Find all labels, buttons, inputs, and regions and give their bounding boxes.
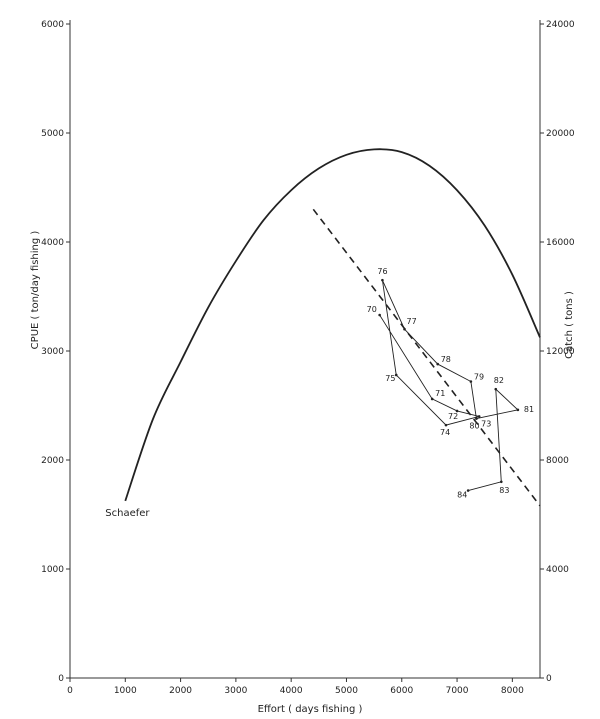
y-tick-label: 5000 <box>41 129 64 139</box>
y-tick-label: 3000 <box>41 347 64 357</box>
x-tick-label: 0 <box>67 686 73 696</box>
schaefer-label: Schaefer <box>105 508 150 519</box>
data-point <box>430 397 434 401</box>
x-tick-label: 2000 <box>169 686 192 696</box>
point-label: 70 <box>367 305 377 314</box>
regression-dashed-line <box>312 208 541 507</box>
plot-area: Schaefer 70 71 72 73 74 75 76 77 78 79 80 81 82 83 84 <box>105 148 541 519</box>
y2-tick-label: 0 <box>546 674 552 684</box>
point-label: 78 <box>441 355 451 364</box>
data-point <box>378 313 381 317</box>
data-point <box>455 409 459 413</box>
y-tick-label: 6000 <box>41 20 64 30</box>
point-label: 76 <box>377 267 387 276</box>
y2-tick-label: 20000 <box>546 129 575 139</box>
point-label: 77 <box>407 317 417 326</box>
point-label: 74 <box>440 428 450 437</box>
x-axis-label: Effort ( days fishing ) <box>258 704 363 715</box>
y2-axis-label: Catch ( tons ) <box>564 291 575 359</box>
point-label: 84 <box>457 491 467 500</box>
ticks: 0 1000 2000 3000 4000 5000 6000 7000 8000 0 1000 20… <box>41 20 575 696</box>
data-point <box>381 278 384 282</box>
point-label: 81 <box>524 405 534 414</box>
data-point <box>403 327 406 331</box>
x-tick-label: 3000 <box>224 686 247 696</box>
point-label: 75 <box>385 374 395 383</box>
x-tick-label: 1000 <box>114 686 137 696</box>
y2-tick-label: 12000 <box>546 347 575 357</box>
schaefer-curve <box>124 148 541 502</box>
data-point <box>469 380 473 383</box>
point-label: 80 <box>469 422 479 431</box>
data-point <box>475 417 478 420</box>
x-tick-label: 8000 <box>501 686 524 696</box>
point-label: 71 <box>435 389 445 398</box>
y2-tick-label: 16000 <box>546 238 575 248</box>
y2-tick-label: 8000 <box>546 456 569 466</box>
data-point <box>499 480 503 484</box>
data-point <box>444 423 448 427</box>
data-point <box>436 362 440 366</box>
point-label: 82 <box>494 376 504 385</box>
point-label: 79 <box>474 373 484 382</box>
x-tick-label: 4000 <box>280 686 303 696</box>
y-tick-label: 0 <box>58 674 64 684</box>
data-point <box>477 415 481 418</box>
y-tick-label: 1000 <box>41 565 64 575</box>
point-label: 72 <box>448 412 458 421</box>
y2-tick-label: 4000 <box>546 565 569 575</box>
x-tick-label: 7000 <box>446 686 469 696</box>
data-point <box>466 489 470 492</box>
point-label: 73 <box>481 419 491 428</box>
y-tick-label: 2000 <box>41 456 64 466</box>
x-tick-label: 6000 <box>390 686 413 696</box>
x-tick-label: 5000 <box>335 686 358 696</box>
y-tick-label: 4000 <box>41 238 64 248</box>
point-label: 83 <box>499 486 509 495</box>
data-point <box>516 408 520 412</box>
axes <box>69 20 541 679</box>
y-axis-label: CPUE ( ton/day fishing ) <box>30 231 41 350</box>
data-point <box>494 387 498 391</box>
data-point <box>394 373 398 377</box>
y2-tick-label: 24000 <box>546 20 575 30</box>
